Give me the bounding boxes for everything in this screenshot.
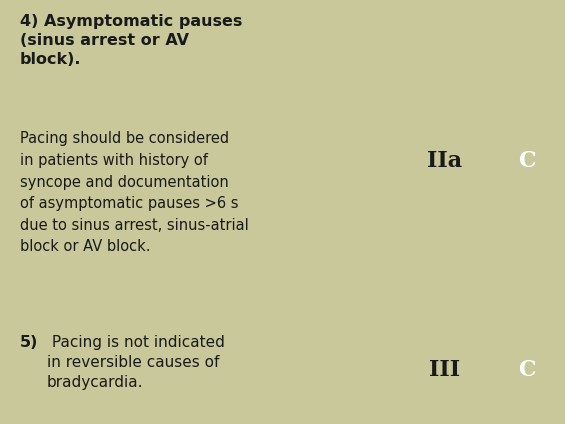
Text: Pacing is not indicated
in reversible causes of
bradycardia.: Pacing is not indicated in reversible ca… <box>47 335 224 391</box>
Text: C: C <box>518 360 535 382</box>
Text: C: C <box>518 150 535 172</box>
Text: 4) Asymptomatic pauses
(sinus arrest or AV
block).: 4) Asymptomatic pauses (sinus arrest or … <box>20 14 242 67</box>
Text: III: III <box>429 360 460 382</box>
Text: Pacing should be considered
in patients with history of
syncope and documentatio: Pacing should be considered in patients … <box>20 131 249 254</box>
Text: IIa: IIa <box>427 150 462 172</box>
Text: 5): 5) <box>20 335 38 350</box>
